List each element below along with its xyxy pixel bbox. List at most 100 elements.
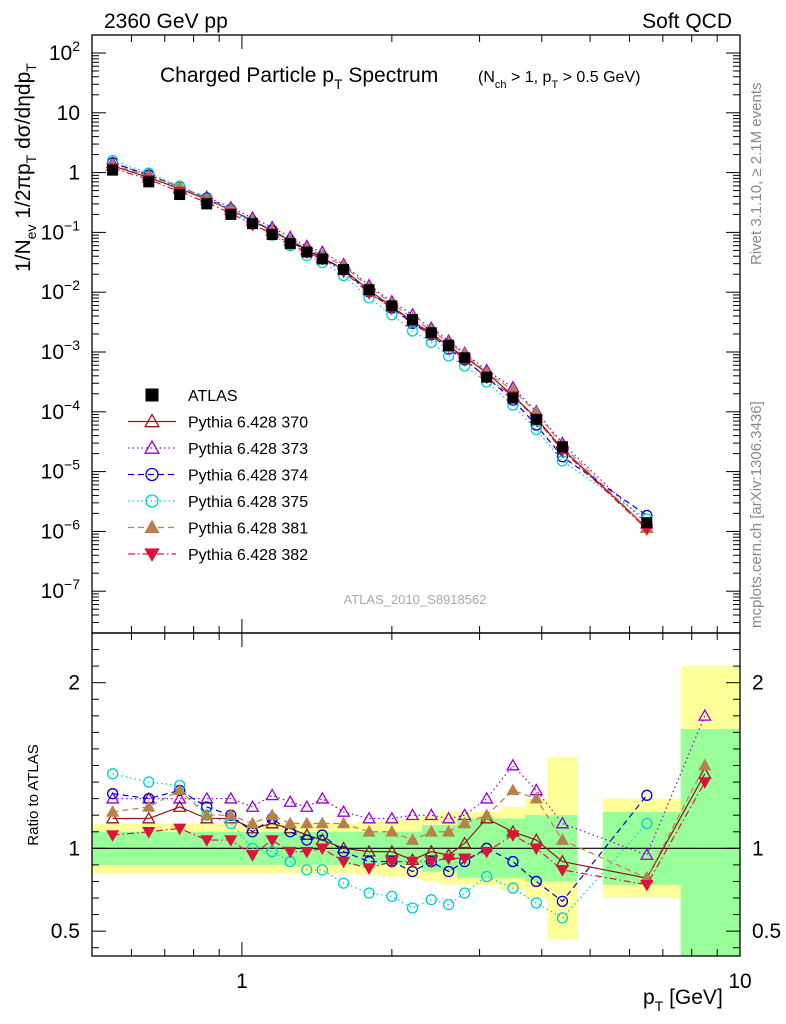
mcplots-label: mcplots.cern.ch [arXiv:1306.3436] [748,401,765,628]
legend-item: Pythia 6.428 370 [128,413,308,432]
legend-label: Pythia 6.428 381 [188,521,308,538]
ratio-point [556,912,569,924]
ratio-point [172,799,187,812]
ratio-frame [91,632,741,957]
ratio-point [424,856,438,869]
main-line-4 [112,159,648,520]
legend-marker [145,494,159,508]
atlas-point [507,392,519,404]
ratio-point [315,791,330,804]
ratio-point [639,847,654,860]
ratio-point [200,808,214,821]
legend-marker [144,548,160,562]
legend-label: Pythia 6.428 382 [188,547,308,564]
ratio-point [442,825,456,837]
ratio-point [224,835,238,847]
ratio-point [363,887,375,899]
ratio-point [199,791,214,804]
ratio-point [106,788,119,800]
atlas-point [201,198,213,210]
legend-label: Pythia 6.428 373 [188,441,308,458]
atlas-point [143,176,155,188]
legend-label: Pythia 6.428 370 [188,415,308,432]
ratio-point [265,808,279,821]
ratio-point [641,817,653,830]
ratio-point [442,899,455,911]
ratio-point [337,877,350,889]
x-tick-label: 10 [728,970,751,993]
y-tick-label: 10−5 [41,457,81,484]
legend: ATLAS Pythia 6.428 370 Pythia 6.428 373 Pyt… [128,388,308,564]
legend-marker [145,388,159,402]
ratio-point [245,850,260,862]
atlas-point [107,164,119,176]
main-line-2 [112,162,648,525]
ratio-point [362,825,376,837]
ratio-point [362,863,376,875]
ratio-point [362,811,376,824]
atlas-point [641,517,653,529]
ratio-point [506,758,520,771]
ratio-point [480,808,494,821]
atlas-point [459,352,471,364]
ratio-point [301,864,313,876]
atlas-point [316,253,328,265]
ratio-point [507,855,519,868]
ratio-line-3 [112,789,648,903]
atlas-point [556,441,568,453]
ratio-point [106,830,120,842]
ratio-point [700,0,710,5]
ratio-point [458,816,472,829]
ratio-point [640,879,654,892]
legend-item: Pythia 6.428 375 [128,494,308,511]
legend-item: Pythia 6.428 381 [128,519,308,538]
ratio-point [385,825,399,837]
ratio-point [299,828,314,841]
chart-cuts: (Nch > 1, pT > 0.5 GeV) [478,69,640,91]
legend-item: Pythia 6.428 382 [128,547,308,564]
ratio-point [442,865,455,878]
ratio-band-stat [680,729,740,956]
ratio-point [479,791,494,804]
atlas-point [338,263,350,275]
ratio-point [641,789,653,801]
ratio-point [300,816,314,829]
analysis-id: ATLAS_2010_S8918562 [344,592,487,607]
ratio-point [506,830,520,842]
ratio-point [336,856,351,869]
ratio-point [506,783,520,796]
ratio-point [529,791,543,804]
y-tick-label-ratio-right: 2 [752,672,764,695]
y-axis-label-main: 1/Nev 1/2πpT dσ/dηdpT [12,63,39,272]
atlas-point [174,189,186,201]
category-label: Soft QCD [642,10,732,33]
ratio-point [424,825,438,837]
legend-marker [145,467,159,482]
ratio-point [425,894,437,906]
ratio-point [405,833,420,845]
ratio-point [458,853,472,866]
ratio-point [700,0,710,5]
ratio-point [265,788,280,801]
y-tick-label: 1 [68,162,80,185]
legend-item: Pythia 6.428 373 [128,439,308,458]
legend-label: Pythia 6.428 374 [188,468,308,485]
ratio-point [200,835,214,847]
x-axis-label: pT [GeV] [643,986,723,1014]
main-point [700,0,710,5]
y-tick-label: 10−6 [41,516,81,543]
atlas-point [443,339,455,351]
main-point [700,0,710,5]
legend-marker [143,413,161,428]
atlas-point [700,0,710,10]
ratio-point [315,843,329,856]
ratio-point [555,865,570,877]
atlas-point [301,246,313,258]
y-tick-label: 10−1 [41,217,81,244]
ratio-point [405,856,420,869]
legend-label: Pythia 6.428 375 [188,494,308,511]
ratio-point [337,845,350,858]
atlas-point [406,313,418,325]
ratio-point [555,816,570,829]
